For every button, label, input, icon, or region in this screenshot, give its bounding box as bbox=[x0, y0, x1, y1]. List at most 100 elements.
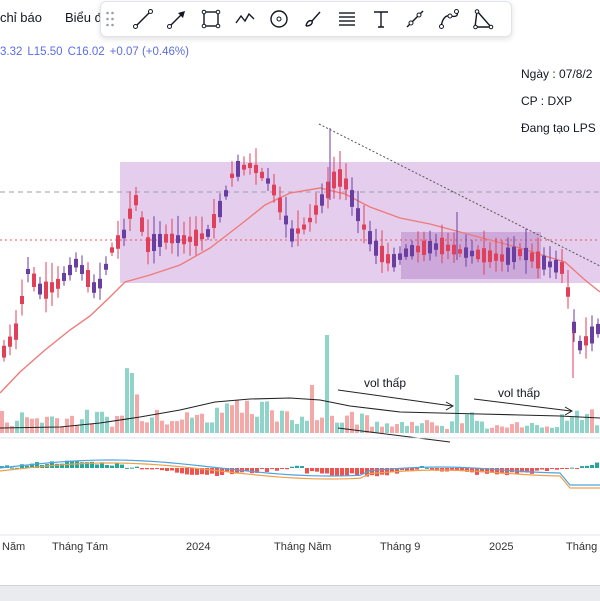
volume-bar bbox=[125, 368, 129, 433]
macd-histogram-bar bbox=[430, 468, 434, 470]
indicators-menu[interactable]: chỉ báo bbox=[0, 10, 42, 25]
rectangle-icon[interactable] bbox=[197, 6, 225, 32]
volume-bar bbox=[20, 412, 24, 433]
trend-line-icon[interactable] bbox=[129, 6, 157, 32]
macd-histogram-bar bbox=[175, 468, 179, 473]
volume-bar bbox=[160, 420, 164, 433]
volume-bar bbox=[520, 427, 524, 433]
macd-histogram-bar bbox=[95, 464, 99, 468]
volume-bar bbox=[10, 426, 14, 433]
drag-handle-icon[interactable] bbox=[105, 10, 115, 28]
volume-bar bbox=[345, 415, 349, 433]
macd-histogram-bar bbox=[545, 468, 549, 472]
volume-bar bbox=[245, 400, 249, 433]
macd-histogram-bar bbox=[60, 463, 64, 468]
candle-body bbox=[68, 264, 72, 276]
candle-body bbox=[80, 265, 84, 274]
macd-histogram-bar bbox=[260, 468, 264, 470]
macd-histogram-bar bbox=[570, 467, 574, 469]
volume-bar bbox=[0, 411, 4, 433]
brush-icon[interactable] bbox=[299, 6, 327, 32]
info-symbol: CP : DXP bbox=[521, 94, 573, 108]
time-axis-label: Tháng Tám bbox=[52, 541, 109, 553]
candle-body bbox=[308, 217, 312, 223]
volume-bar bbox=[460, 423, 464, 433]
candle-body bbox=[242, 164, 246, 170]
macd-histogram-bar bbox=[150, 468, 154, 470]
macd-histogram-bar bbox=[575, 468, 579, 469]
candle-body bbox=[548, 261, 552, 268]
volume-bar bbox=[590, 409, 594, 433]
segment-icon[interactable] bbox=[401, 6, 429, 32]
macd-histogram-bar bbox=[50, 461, 54, 468]
macd-histogram-bar bbox=[195, 468, 199, 475]
candle-body bbox=[452, 244, 456, 255]
volume-bar bbox=[30, 418, 34, 433]
volume-bar bbox=[95, 411, 99, 433]
candle-body bbox=[86, 270, 90, 287]
macd-histogram-bar bbox=[305, 468, 309, 474]
curve-icon[interactable] bbox=[435, 6, 463, 32]
candle-body bbox=[278, 197, 282, 213]
candle-body bbox=[584, 336, 588, 346]
volume-bar bbox=[480, 421, 484, 433]
volume-bar bbox=[190, 417, 194, 433]
price-chart[interactable]: vol thấp vol thấp bbox=[0, 38, 600, 540]
time-axis-label: Năm bbox=[2, 541, 26, 553]
circle-icon[interactable] bbox=[265, 6, 293, 32]
volume-bar bbox=[220, 412, 224, 433]
candle-body bbox=[422, 240, 426, 255]
fib-lines-icon[interactable] bbox=[333, 6, 361, 32]
volume-bar bbox=[170, 421, 174, 433]
volume-bar bbox=[150, 417, 154, 433]
candle-body bbox=[50, 282, 54, 293]
chart-type-menu[interactable]: Biểu đ bbox=[65, 10, 102, 25]
volume-bar bbox=[45, 416, 49, 433]
time-axis-label: 2025 bbox=[489, 541, 514, 553]
time-axis-label: Tháng Năm bbox=[274, 541, 332, 553]
volume-bar bbox=[380, 426, 384, 433]
arrow-line-icon[interactable] bbox=[163, 6, 191, 32]
candle-body bbox=[158, 233, 162, 247]
macd-histogram-bar bbox=[555, 468, 559, 470]
volume-bar bbox=[195, 414, 199, 433]
macd-histogram-bar bbox=[470, 468, 474, 473]
macd-histogram-bar bbox=[535, 468, 539, 471]
volume-bar bbox=[255, 416, 259, 433]
macd-histogram-bar bbox=[160, 468, 164, 471]
macd-histogram-bar bbox=[335, 468, 339, 476]
candle-body bbox=[560, 262, 564, 274]
volume-bar bbox=[210, 422, 214, 433]
volume-bar bbox=[225, 403, 229, 433]
macd-histogram-bar bbox=[450, 468, 454, 471]
volume-bar bbox=[360, 413, 364, 433]
candle-body bbox=[410, 245, 414, 257]
macd-histogram-bar bbox=[215, 468, 219, 476]
volume-bar bbox=[105, 416, 109, 433]
macd-histogram-bar bbox=[35, 462, 39, 468]
macd-histogram-bar bbox=[270, 468, 274, 469]
triangle-icon[interactable] bbox=[469, 6, 497, 32]
volume-bar bbox=[440, 425, 444, 433]
text-icon[interactable] bbox=[367, 6, 395, 32]
candle-body bbox=[416, 245, 420, 253]
horizontal-scrollbar[interactable] bbox=[0, 585, 600, 601]
volume-bar bbox=[565, 420, 569, 433]
volume-bar bbox=[85, 409, 89, 433]
macd-histogram-bar bbox=[90, 461, 94, 468]
macd-histogram-bar bbox=[120, 464, 124, 468]
macd-histogram-bar bbox=[370, 468, 374, 476]
macd-histogram-bar bbox=[15, 467, 19, 469]
volume-bar bbox=[25, 417, 29, 433]
candle-body bbox=[128, 208, 132, 219]
candle-body bbox=[206, 229, 210, 237]
macd-histogram-bar bbox=[495, 468, 499, 475]
macd-histogram-bar bbox=[225, 468, 229, 472]
candle-body bbox=[140, 217, 144, 232]
volume-bar bbox=[175, 421, 179, 433]
macd-histogram-bar bbox=[110, 465, 114, 468]
volume-bar bbox=[330, 415, 334, 433]
volume-bar bbox=[70, 415, 74, 433]
path-icon[interactable] bbox=[231, 6, 259, 32]
volume-bar bbox=[290, 420, 294, 433]
